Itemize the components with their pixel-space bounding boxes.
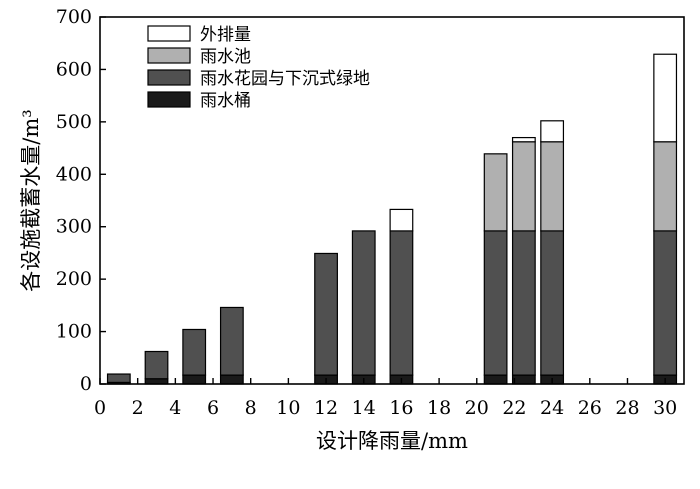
bar-segment-3-x21 xyxy=(483,153,508,232)
x-tick-label: 2 xyxy=(132,397,144,419)
x-tick-label: 0 xyxy=(94,397,106,419)
x-tick-label: 24 xyxy=(540,397,564,419)
bar-segment-2-x12 xyxy=(314,252,338,376)
x-tick-label: 12 xyxy=(314,397,338,419)
legend-swatch xyxy=(147,69,191,86)
bar-segment-2-x21 xyxy=(483,230,508,376)
legend-label: 雨水花园与下沉式绿地 xyxy=(200,69,370,89)
bar-segment-1-x7 xyxy=(219,374,244,385)
bar-segment-2-x16 xyxy=(389,230,414,376)
y-axis-label: 各设施截蓄水量/m³ xyxy=(19,109,43,291)
bar-segment-4-x24 xyxy=(540,120,565,143)
x-axis-ticks: 0 2 4 6 8 10 12 14 16 18 20 22 24 26 28 30 xyxy=(94,378,677,419)
y-tick-label: 100 xyxy=(56,321,92,343)
y-tick-label: 0 xyxy=(80,373,92,395)
x-tick-label: 28 xyxy=(615,397,639,419)
bar-segment-4-x16 xyxy=(389,208,414,232)
bar-segment-2-x7 xyxy=(219,306,244,376)
bar-segment-3-x30 xyxy=(653,141,678,232)
bar-segment-2-x3 xyxy=(144,350,169,380)
y-tick-label: 500 xyxy=(56,111,92,133)
bar-segment-4-x30 xyxy=(653,53,678,143)
bar-segment-1-x5 xyxy=(182,374,207,385)
axes xyxy=(99,16,685,385)
bar-segment-2-x22_5 xyxy=(511,230,536,376)
y-tick-label: 400 xyxy=(56,163,92,185)
bar-segment-1-x22_5 xyxy=(511,374,536,385)
x-tick-label: 6 xyxy=(207,397,219,419)
x-tick-label: 26 xyxy=(578,397,602,419)
y-tick-label: 600 xyxy=(56,58,92,80)
x-tick-label: 22 xyxy=(502,397,526,419)
plot-frame xyxy=(99,16,685,385)
x-tick-label: 30 xyxy=(653,397,677,419)
bar-segment-3-x24 xyxy=(540,141,565,232)
bar-segment-4-x22_5 xyxy=(511,136,536,143)
y-tick-label: 200 xyxy=(56,268,92,290)
legend-label: 雨水桶 xyxy=(200,91,251,111)
x-tick-label: 8 xyxy=(245,397,257,419)
bar-segment-3-x22_5 xyxy=(511,141,536,232)
bar-segment-2-x1 xyxy=(106,373,131,384)
y-tick-label: 300 xyxy=(56,216,92,238)
x-tick-label: 16 xyxy=(389,397,413,419)
x-tick-label: 18 xyxy=(427,397,451,419)
x-axis-label: 设计降雨量/mm xyxy=(316,429,468,453)
bar-segment-2-x5 xyxy=(182,328,207,376)
legend-label: 雨水池 xyxy=(200,47,251,67)
x-tick-label: 20 xyxy=(465,397,489,419)
bar-segment-2-x14 xyxy=(351,230,376,376)
x-tick-label: 10 xyxy=(276,397,300,419)
bar-segment-2-x24 xyxy=(540,230,565,376)
y-tick-label: 700 xyxy=(56,6,92,28)
legend-swatch xyxy=(147,91,191,108)
x-tick-label: 14 xyxy=(352,397,376,419)
legend-swatch xyxy=(147,25,191,42)
bar-segment-1-x21 xyxy=(483,374,508,385)
bar-segment-2-x30 xyxy=(653,230,678,376)
legend-swatch xyxy=(147,47,191,64)
bars xyxy=(106,53,678,385)
legend-label: 外排量 xyxy=(200,25,251,45)
y-axis-ticks: 0 100 200 300 400 500 600 700 xyxy=(56,6,106,395)
x-tick-label: 4 xyxy=(169,397,181,419)
